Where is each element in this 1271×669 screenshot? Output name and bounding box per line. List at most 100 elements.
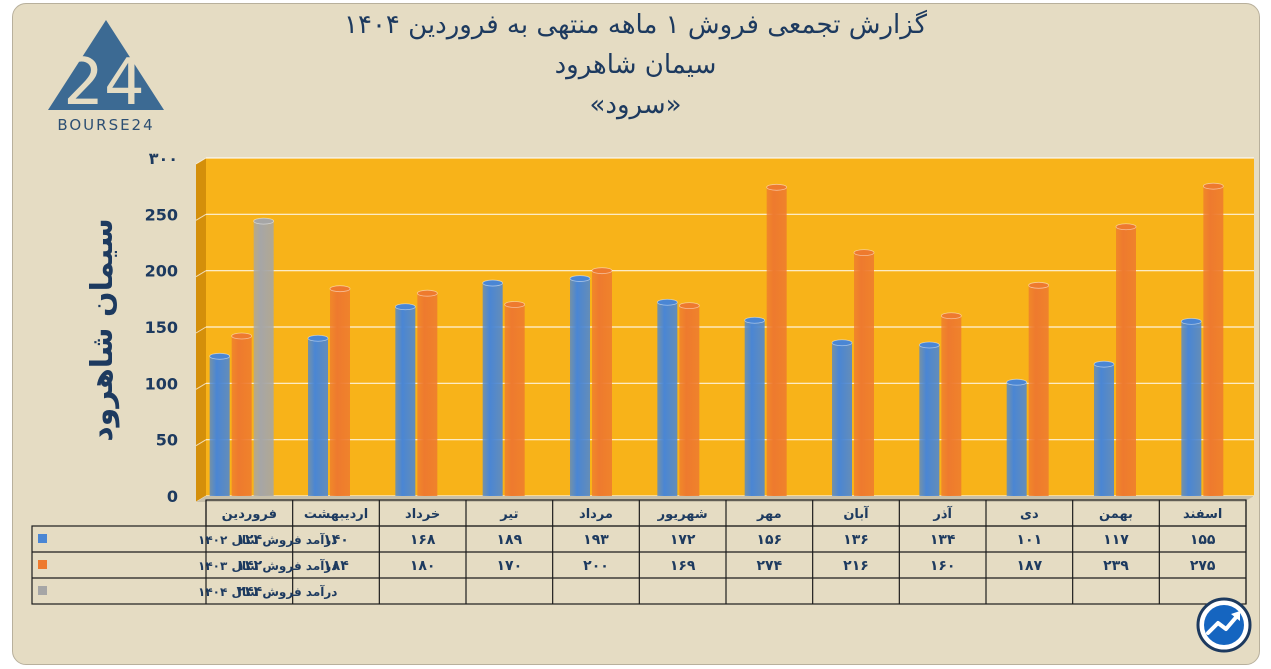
bar-cap [209, 352, 231, 360]
category-label: اسفند [1183, 507, 1222, 522]
gridline-side [195, 382, 207, 390]
gridline-side [195, 326, 207, 334]
bar-cap [482, 279, 504, 287]
bar-2-0 [253, 221, 274, 497]
bar-cap [329, 285, 351, 293]
data-label-1-4: ۲۰۰ [583, 558, 609, 574]
gridline-side [195, 439, 207, 447]
data-label-1-8: ۱۶۰ [930, 558, 956, 574]
bar-1-9 [1028, 285, 1049, 496]
bar-cap [569, 275, 591, 282]
bar-cap [1028, 281, 1050, 289]
bar-cap [307, 334, 329, 342]
bar-0-4 [570, 278, 590, 496]
legend-label-0: درآمد فروش سال ۱۴۰۲ [198, 532, 337, 548]
bar-cap [394, 303, 416, 311]
gridline-side [195, 213, 207, 221]
data-label-0-10: ۱۱۷ [1103, 532, 1129, 548]
data-label-2-0: ۲۴۴ [237, 584, 263, 600]
bar-0-7 [832, 342, 852, 496]
bar-1-3 [504, 304, 525, 496]
data-label-1-6: ۲۷۴ [757, 558, 783, 574]
category-label: مهر [756, 507, 782, 522]
y-tick-label: 200 [145, 262, 178, 281]
y-tick-label: 250 [145, 205, 178, 224]
data-label-0-2: ۱۶۸ [410, 532, 436, 548]
bar-1-1 [330, 288, 350, 496]
bar-cap [253, 217, 275, 225]
data-label-1-3: ۱۷۰ [497, 558, 523, 574]
bar-1-0 [231, 336, 252, 496]
logo-text: BOURSE24 [57, 116, 154, 134]
category-label: آذر [932, 505, 952, 522]
bar-0-3 [482, 283, 503, 496]
bar-0-10 [1094, 364, 1114, 496]
bar-cap [1115, 223, 1137, 231]
bar-1-7 [854, 252, 874, 496]
data-label-0-7: ۱۳۶ [843, 532, 869, 548]
bar-cap [1093, 360, 1115, 368]
bar-0-1 [308, 338, 328, 496]
data-label-0-9: ۱۰۱ [1017, 532, 1043, 548]
bar-cap [591, 267, 613, 275]
trend-arrow-icon [1196, 597, 1252, 653]
data-label-0-4: ۱۹۳ [583, 532, 609, 548]
bar-0-2 [395, 306, 416, 496]
bar-cap [1202, 182, 1224, 190]
bar-0-0 [209, 356, 230, 496]
legend-swatch-2 [38, 586, 47, 595]
data-label-0-11: ۱۵۵ [1190, 532, 1216, 548]
legend-label-1: درآمد فروش سال ۱۴۰۳ [198, 558, 337, 574]
bourse24-logo: 24 BOURSE24 [44, 18, 168, 136]
bar-cap [504, 301, 526, 308]
category-label: خرداد [405, 507, 440, 522]
category-label: اردیبهشت [304, 507, 368, 522]
bar-1-4 [592, 270, 612, 496]
bar-cap [416, 289, 438, 297]
legend-label-2: درآمد فروش سال ۱۴۰۴ [198, 584, 337, 600]
category-label: فروردین [222, 507, 277, 522]
gridline-side [195, 157, 207, 165]
bar-cap [918, 341, 940, 349]
y-tick-label: 50 [156, 431, 178, 450]
bar-1-6 [766, 187, 787, 496]
chart-title: گزارش تجمعی فروش ۱ ماهه منتهی به فروردین… [344, 10, 927, 40]
category-label: شهریور [657, 507, 708, 522]
bar-cap [940, 312, 962, 320]
data-label-1-7: ۲۱۶ [843, 558, 869, 574]
data-label-1-10: ۲۳۹ [1103, 558, 1129, 574]
bar-cap [678, 302, 700, 309]
bar-cap [831, 339, 853, 347]
bar-cap [656, 298, 678, 306]
bar-1-8 [941, 315, 962, 496]
y-tick-label: ۳۰۰ [149, 149, 178, 168]
bar-0-11 [1181, 321, 1202, 496]
bar-cap [1180, 317, 1202, 325]
category-label: تیر [499, 507, 518, 522]
y-tick-label: 150 [145, 318, 178, 337]
data-label-0-3: ۱۸۹ [497, 532, 523, 548]
category-label: بهمن [1099, 507, 1133, 522]
data-label-1-1: ۱۸۴ [323, 558, 349, 574]
bar-0-6 [744, 320, 765, 496]
bar-1-11 [1203, 186, 1224, 496]
category-label: آبان [843, 505, 869, 522]
bar-0-9 [1006, 382, 1027, 496]
bar-cap [231, 332, 253, 340]
bar-cap [744, 316, 766, 324]
legend-swatch-0 [38, 534, 47, 543]
y-axis-title: سیمان شاهرود [85, 218, 120, 441]
bar-cap [766, 183, 788, 191]
y-tick-label: 0 [167, 487, 178, 506]
data-label-0-5: ۱۷۲ [670, 532, 696, 548]
logo-mark: 24 [63, 46, 144, 120]
chart-subtitle: سیمان شاهرود [554, 50, 717, 80]
data-label-1-2: ۱۸۰ [410, 558, 436, 574]
bar-0-8 [919, 345, 940, 496]
data-label-0-1: ۱۴۰ [323, 532, 349, 548]
bar-1-2 [417, 293, 438, 496]
data-label-0-6: ۱۵۶ [757, 532, 783, 548]
category-label: دی [1020, 507, 1039, 522]
bar-0-5 [657, 302, 678, 496]
